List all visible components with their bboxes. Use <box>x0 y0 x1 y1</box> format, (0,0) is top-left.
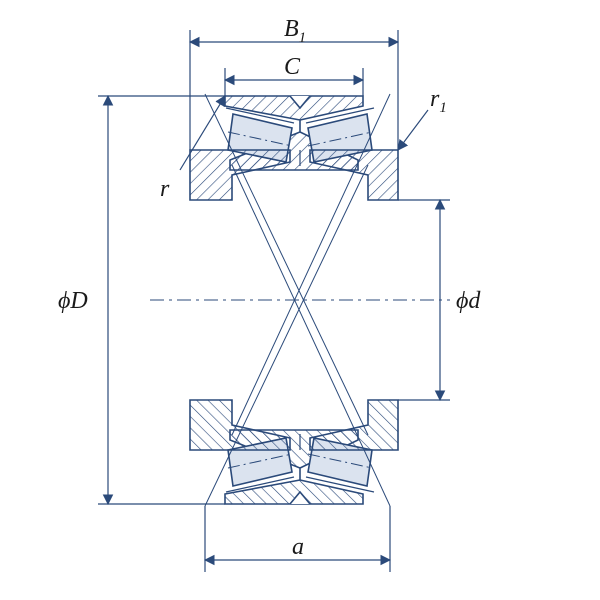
dim-r1 <box>398 110 428 150</box>
label-phid: ϕd <box>456 288 481 314</box>
top-half <box>190 96 398 200</box>
label-r1: r1 <box>430 86 447 116</box>
label-r: r <box>160 176 170 202</box>
inner-ring-top-right <box>310 150 398 200</box>
label-C: C <box>284 54 301 80</box>
label-phiD: ϕD <box>58 288 88 314</box>
label-B1: B1 <box>284 16 306 46</box>
label-a: a <box>292 534 304 560</box>
bottom-half <box>190 400 398 504</box>
bearing-section-diagram: B1 C r1 r ϕD ϕd a <box>0 0 600 600</box>
inner-ring-top-left <box>190 150 290 200</box>
